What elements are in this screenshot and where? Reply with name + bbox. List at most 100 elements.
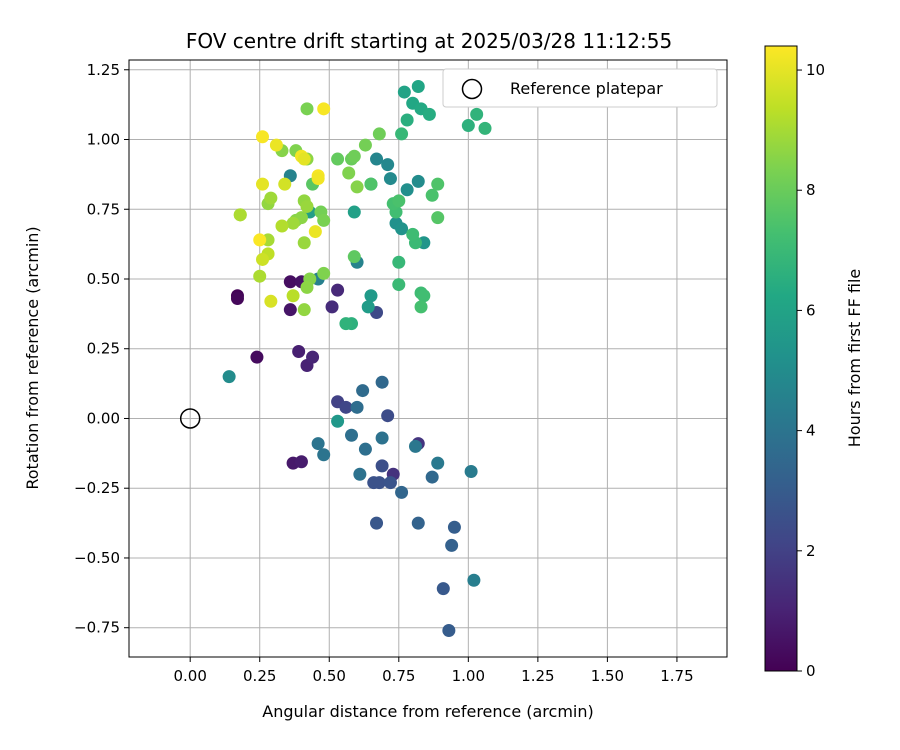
data-point bbox=[470, 107, 484, 121]
data-point bbox=[436, 582, 450, 596]
data-point bbox=[339, 317, 353, 331]
y-tick-label: 0.00 bbox=[87, 409, 120, 427]
data-point bbox=[445, 538, 459, 552]
data-point bbox=[358, 138, 372, 152]
data-point bbox=[364, 289, 378, 303]
data-point bbox=[283, 303, 297, 317]
x-tick-label: 0.00 bbox=[173, 667, 206, 685]
data-point bbox=[425, 188, 439, 202]
data-point bbox=[317, 266, 331, 280]
data-point bbox=[300, 199, 314, 213]
data-point bbox=[311, 437, 325, 451]
data-point bbox=[414, 300, 428, 314]
data-point bbox=[353, 467, 367, 481]
data-point bbox=[361, 300, 375, 314]
colorbar-tick-label: 10 bbox=[806, 61, 825, 79]
data-point bbox=[278, 177, 292, 191]
chart-title: FOV centre drift starting at 2025/03/28 … bbox=[186, 29, 672, 53]
colorbar-ticks: 0 2 4 6 8 10 bbox=[797, 61, 825, 680]
data-point bbox=[431, 177, 445, 191]
y-tick-label: 1.00 bbox=[87, 131, 120, 149]
data-point bbox=[342, 166, 356, 180]
data-point bbox=[256, 177, 270, 191]
data-point bbox=[253, 233, 267, 247]
data-point bbox=[250, 350, 264, 364]
data-point bbox=[230, 292, 244, 306]
data-point bbox=[325, 300, 339, 314]
data-point bbox=[400, 113, 414, 127]
data-point bbox=[297, 152, 311, 166]
data-point bbox=[395, 222, 409, 236]
grid-lines bbox=[129, 60, 727, 657]
data-point bbox=[317, 213, 331, 227]
x-tick-label: 0.25 bbox=[243, 667, 276, 685]
y-axis-ticks: −0.75 −0.50 −0.25 0.00 0.25 0.50 0.75 1.00 1.25 bbox=[74, 61, 129, 637]
data-point bbox=[395, 127, 409, 141]
legend-entry-reference: Reference platepar bbox=[510, 79, 663, 98]
y-tick-label: 0.75 bbox=[87, 200, 120, 218]
plot-frame bbox=[128, 59, 728, 658]
colorbar-tick-label: 0 bbox=[806, 662, 816, 680]
data-point bbox=[395, 485, 409, 499]
data-point bbox=[408, 439, 422, 453]
y-tick-label: −0.75 bbox=[74, 619, 120, 637]
data-point bbox=[372, 476, 386, 490]
y-axis-label: Rotation from reference (arcmin) bbox=[23, 226, 42, 489]
y-tick-label: −0.25 bbox=[74, 479, 120, 497]
data-point bbox=[256, 130, 270, 144]
data-point bbox=[397, 85, 411, 99]
y-tick-label: −0.50 bbox=[74, 549, 120, 567]
data-point bbox=[339, 400, 353, 414]
data-point bbox=[331, 414, 345, 428]
x-tick-label: 1.00 bbox=[452, 667, 485, 685]
data-point bbox=[350, 400, 364, 414]
data-point bbox=[347, 149, 361, 163]
x-tick-label: 1.25 bbox=[521, 667, 554, 685]
data-point bbox=[264, 294, 278, 308]
data-point bbox=[406, 227, 420, 241]
data-point bbox=[358, 442, 372, 456]
colorbar: 0 2 4 6 8 10 Hours from first FF file bbox=[764, 45, 864, 680]
data-point bbox=[467, 573, 481, 587]
x-tick-label: 1.50 bbox=[591, 667, 624, 685]
data-point bbox=[370, 152, 384, 166]
data-point bbox=[317, 448, 331, 462]
data-point bbox=[411, 174, 425, 188]
data-point bbox=[364, 177, 378, 191]
data-point bbox=[286, 289, 300, 303]
data-point bbox=[350, 180, 364, 194]
data-point bbox=[411, 516, 425, 530]
data-point bbox=[431, 211, 445, 225]
data-point bbox=[297, 303, 311, 317]
data-point bbox=[347, 250, 361, 264]
data-point bbox=[447, 520, 461, 534]
colorbar-label: Hours from first FF file bbox=[845, 269, 864, 448]
data-points bbox=[179, 80, 492, 637]
colorbar-gradient bbox=[764, 45, 798, 672]
data-point bbox=[392, 194, 406, 208]
data-point bbox=[297, 236, 311, 250]
data-point bbox=[308, 225, 322, 239]
y-tick-label: 1.25 bbox=[87, 61, 120, 79]
x-axis-ticks: 0.00 0.25 0.50 0.75 1.00 1.25 1.50 1.75 bbox=[173, 657, 694, 685]
data-point bbox=[283, 275, 297, 289]
data-point bbox=[383, 172, 397, 186]
data-point bbox=[381, 158, 395, 172]
data-point bbox=[233, 208, 247, 222]
data-point bbox=[400, 183, 414, 197]
data-point bbox=[269, 138, 283, 152]
data-point bbox=[442, 623, 456, 637]
data-point bbox=[356, 384, 370, 398]
data-point bbox=[375, 459, 389, 473]
legend-reference-marker bbox=[461, 78, 483, 100]
data-point bbox=[372, 127, 386, 141]
data-point bbox=[381, 409, 395, 423]
data-point bbox=[317, 102, 331, 116]
data-point bbox=[383, 476, 397, 490]
x-tick-label: 0.50 bbox=[313, 667, 346, 685]
data-point bbox=[392, 255, 406, 269]
legend: Reference platepar bbox=[442, 68, 718, 108]
data-point bbox=[306, 350, 320, 364]
data-point bbox=[292, 345, 306, 359]
